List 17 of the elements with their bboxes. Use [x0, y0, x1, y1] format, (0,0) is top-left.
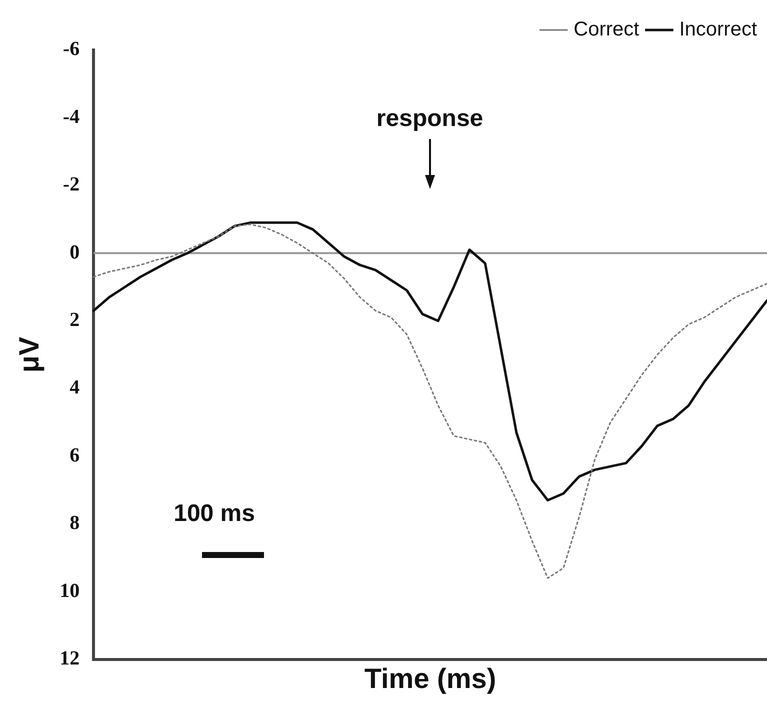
y-tick-label: -4 — [62, 106, 80, 128]
annotation: response — [376, 105, 484, 133]
legend-label: Correct — [574, 18, 640, 41]
y-tick-label: 10 — [60, 580, 80, 602]
y-tick-label: 2 — [70, 309, 80, 332]
y-tick-label: 0 — [70, 241, 80, 264]
y-tick-label: 4 — [70, 376, 80, 399]
x-axis-title: Time (ms) — [364, 662, 496, 694]
y-tick-label: 12 — [60, 648, 80, 670]
y-tick-label: 6 — [70, 444, 80, 466]
legend-label: Incorrect — [679, 18, 758, 41]
y-axis-title: μV — [14, 336, 45, 373]
y-tick-label: -2 — [62, 174, 80, 196]
annotation: 100 ms — [174, 500, 255, 528]
line-series — [92, 224, 767, 579]
y-tick-label: -6 — [62, 38, 80, 60]
y-tick-label: 8 — [70, 512, 80, 534]
